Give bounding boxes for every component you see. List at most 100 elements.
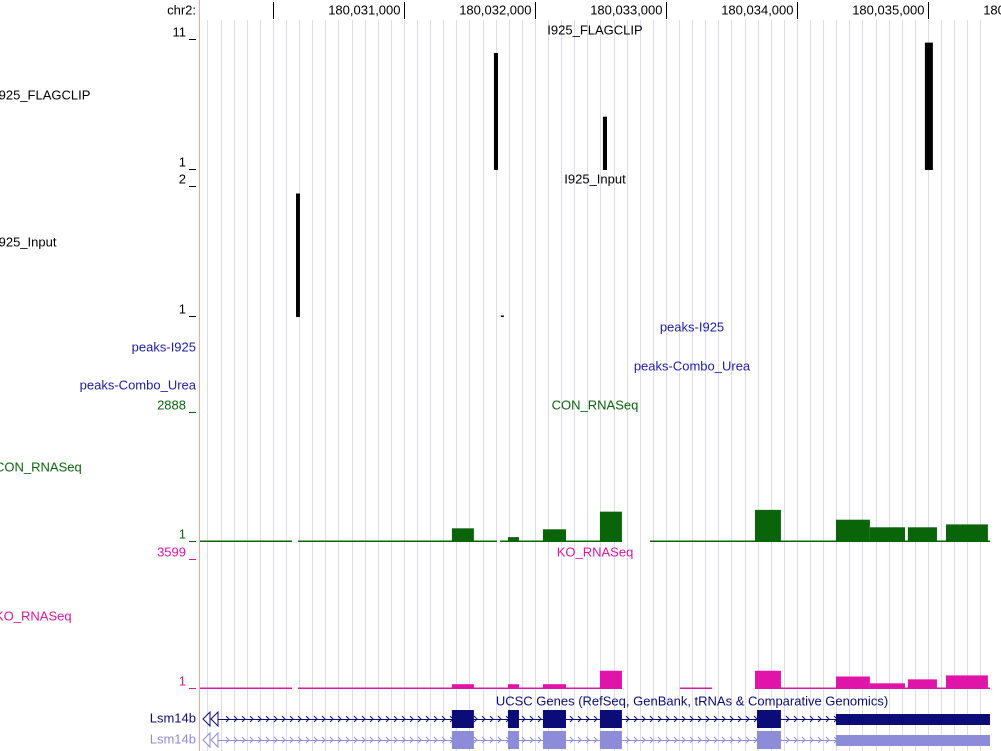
strand-chevron	[665, 715, 670, 723]
strand-chevron	[241, 715, 246, 723]
strand-chevron	[385, 736, 390, 744]
strand-chevron	[633, 736, 638, 744]
strand-chevron	[473, 715, 478, 723]
exon	[756, 710, 781, 728]
signal-bar	[507, 537, 519, 542]
strand-chevron	[705, 736, 710, 744]
strand-chevron	[297, 715, 302, 723]
exon	[599, 731, 622, 749]
track-title: I925_Input	[564, 171, 626, 186]
strand-chevron	[569, 715, 574, 723]
signal-bar	[493, 53, 499, 170]
strand-chevron	[577, 715, 582, 723]
strand-chevron	[345, 736, 350, 744]
strand-chevron	[353, 715, 358, 723]
exon	[507, 710, 519, 728]
strand-chevron	[577, 736, 582, 744]
signal-bar	[924, 42, 933, 170]
track-title: UCSC Genes (RefSeq, GenBank, tRNAs & Com…	[496, 693, 888, 708]
track-title: I925_FLAGCLIP	[547, 22, 642, 37]
strand-chevron	[329, 736, 334, 744]
strand-chevron	[809, 736, 814, 744]
strand-chevron	[697, 736, 702, 744]
strand-chevron	[521, 715, 526, 723]
strand-chevron	[625, 715, 630, 723]
continuation-arrow	[202, 731, 219, 749]
strand-chevron	[481, 736, 486, 744]
exon	[451, 710, 474, 728]
strand-chevron	[401, 736, 406, 744]
strand-chevron	[409, 715, 414, 723]
strand-chevron	[409, 736, 414, 744]
strand-chevron	[305, 736, 310, 744]
strand-chevron	[737, 715, 742, 723]
strand-chevron	[537, 715, 542, 723]
y-tick-label: 11	[173, 24, 187, 39]
exon	[507, 731, 519, 749]
strand-chevron	[425, 715, 430, 723]
exon	[756, 731, 781, 749]
strand-chevron	[817, 715, 822, 723]
strand-chevron	[497, 736, 502, 744]
utr	[835, 714, 990, 725]
strand-chevron	[385, 715, 390, 723]
strand-chevron	[281, 736, 286, 744]
strand-chevron	[729, 736, 734, 744]
strand-chevron	[825, 736, 830, 744]
strand-chevron	[305, 715, 310, 723]
strand-chevron	[713, 736, 718, 744]
strand-chevron	[697, 715, 702, 723]
strand-chevron	[393, 736, 398, 744]
strand-chevron	[585, 715, 590, 723]
signal-bar	[945, 524, 988, 542]
y-tick-label: 2	[179, 171, 186, 186]
strand-chevron	[225, 715, 230, 723]
utr	[835, 735, 990, 746]
grid	[207, 20, 981, 751]
strand-chevron	[233, 715, 238, 723]
strand-chevron	[369, 736, 374, 744]
strand-chevron	[537, 736, 542, 744]
signal-bar	[599, 511, 622, 542]
strand-chevron	[321, 736, 326, 744]
signal-bar	[679, 687, 712, 689]
strand-chevron	[241, 736, 246, 744]
side-label: peaks-I925	[132, 339, 196, 354]
ruler-label: 180,031,000	[328, 2, 400, 17]
strand-chevron	[289, 715, 294, 723]
strand-chevron	[665, 736, 670, 744]
signal-bar	[375, 540, 393, 542]
signal-bar	[542, 529, 566, 542]
strand-chevron	[689, 736, 694, 744]
y-tick-label: 3599	[157, 544, 186, 559]
strand-chevron	[425, 736, 430, 744]
strand-chevron	[433, 736, 438, 744]
strand-chevron	[649, 715, 654, 723]
strand-chevron	[721, 715, 726, 723]
strand-chevron	[705, 715, 710, 723]
strand-chevron	[673, 715, 678, 723]
strand-chevron	[233, 736, 238, 744]
strand-chevron	[593, 736, 598, 744]
signal-bar	[200, 540, 292, 542]
strand-chevron	[529, 736, 534, 744]
strand-chevron	[641, 736, 646, 744]
strand-chevron	[337, 736, 342, 744]
strand-chevron	[585, 736, 590, 744]
signal-bar	[451, 528, 474, 542]
signal-bar	[451, 684, 474, 689]
exon	[599, 710, 622, 728]
strand-chevron	[593, 715, 598, 723]
exon	[451, 731, 474, 749]
strand-chevron	[337, 715, 342, 723]
strand-chevron	[329, 715, 334, 723]
side-label: peaks-Combo_Urea	[80, 377, 197, 392]
side-label: KO_RNASeq	[0, 608, 72, 623]
strand-chevron	[657, 736, 662, 744]
strand-chevron	[801, 736, 806, 744]
ruler-label: 180,035,000	[852, 2, 924, 17]
y-tick-label: 1	[179, 301, 186, 316]
